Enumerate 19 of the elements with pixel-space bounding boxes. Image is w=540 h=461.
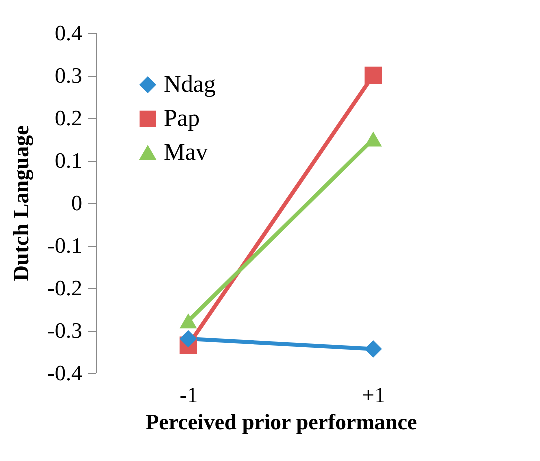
y-tick-label: 0 (72, 190, 82, 216)
y-tick-label: 0.1 (55, 148, 82, 173)
y-axis-title: Dutch Language (8, 125, 34, 282)
y-tick-label: -0.3 (48, 318, 82, 343)
y-tick-label: 0.2 (55, 106, 82, 130)
y-tick-label: -0.1 (48, 233, 82, 258)
x-tick-label: -1 (180, 382, 198, 408)
legend-label: Ndag (164, 72, 216, 98)
legend-label: Mav (164, 140, 208, 166)
point (364, 340, 382, 358)
y-tick-label: 0.4 (55, 20, 82, 46)
y-tick-label: -0.4 (48, 360, 82, 386)
point (364, 66, 382, 84)
x-axis-title: Perceived prior performance (146, 410, 418, 434)
legend-label: Pap (164, 106, 200, 132)
x-tick-label: +1 (362, 382, 386, 408)
y-tick-label: -0.2 (48, 276, 82, 300)
point (180, 330, 198, 348)
y-tick-label: 0.3 (55, 63, 82, 88)
